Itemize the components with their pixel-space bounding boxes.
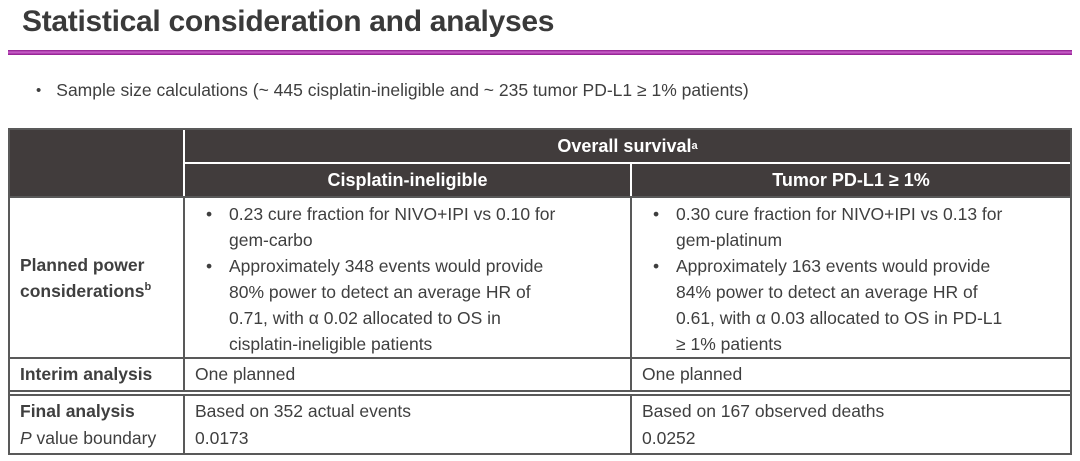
page-title: Statistical consideration and analyses: [22, 5, 555, 38]
final-cisplatin-cell: Based on 352 actual events 0.0173: [183, 394, 630, 453]
p-italic: P: [20, 428, 32, 448]
p-value-boundary-label: P value boundary: [20, 425, 183, 452]
list-item: 0.30 cure fraction for NIVO+IPI vs 0.13 …: [632, 201, 1070, 253]
final-cisplatin-events: Based on 352 actual events: [195, 401, 411, 421]
row-label-interim-analysis: Interim analysis: [10, 357, 183, 390]
p-value-boundary-rest: value boundary: [31, 428, 157, 448]
planned-power-cisplatin-cell: 0.23 cure fraction for NIVO+IPI vs 0.10 …: [183, 196, 630, 357]
final-analysis-label: Final analysis: [20, 401, 135, 421]
list-item: 0.23 cure fraction for NIVO+IPI vs 0.10 …: [185, 201, 630, 253]
table-corner-cell: [10, 130, 183, 196]
list-item: Approximately 163 events would provide 8…: [632, 253, 1070, 357]
overall-survival-header: Overall survival a: [183, 130, 1070, 162]
overall-survival-label: Overall survival: [557, 135, 692, 156]
list-item: Approximately 348 events would provide 8…: [185, 253, 630, 357]
row-divider-gap: [10, 390, 1070, 394]
title-accent-rule: [8, 50, 1072, 55]
interim-pdl1-cell: One planned: [630, 357, 1070, 390]
final-pdl1-events: Based on 167 observed deaths: [642, 401, 885, 421]
column-header-cisplatin: Cisplatin-ineligible: [183, 162, 630, 196]
column-header-pdl1: Tumor PD-L1 ≥ 1%: [630, 162, 1070, 196]
planned-power-label: Planned power considerations: [20, 254, 145, 301]
footnote-marker-b: b: [144, 280, 152, 293]
final-cisplatin-pvalue: 0.0173: [195, 428, 249, 448]
sample-size-bullet: Sample size calculations (~ 445 cisplati…: [36, 80, 748, 101]
planned-power-pdl1-cell: 0.30 cure fraction for NIVO+IPI vs 0.13 …: [630, 196, 1070, 357]
row-label-planned-power: Planned power considerationsb: [10, 196, 183, 357]
row-label-final-analysis: Final analysis P value boundary: [10, 394, 183, 453]
statistics-table: Overall survival a Cisplatin-ineligible T…: [8, 128, 1072, 455]
interim-cisplatin-cell: One planned: [183, 357, 630, 390]
final-pdl1-pvalue: 0.0252: [642, 428, 696, 448]
final-pdl1-cell: Based on 167 observed deaths 0.0252: [630, 394, 1070, 453]
